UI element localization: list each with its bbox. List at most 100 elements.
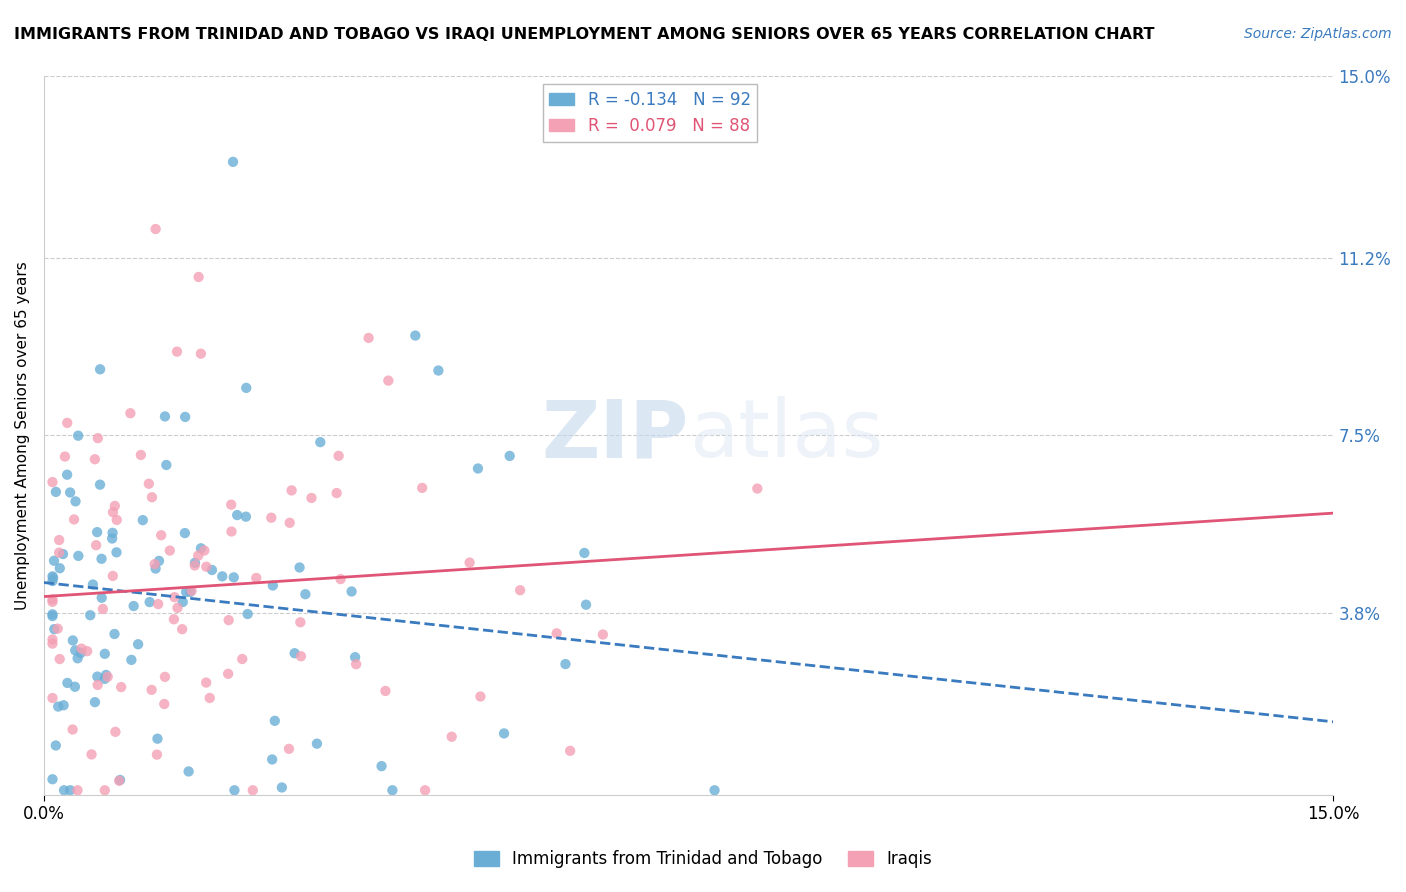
Point xyxy=(63,512,86,526)
Text: IMMIGRANTS FROM TRINIDAD AND TOBAGO VS IRAQI UNEMPLOYMENT AMONG SENIORS OVER 65 : IMMIGRANTS FROM TRINIDAD AND TOBAGO VS I… xyxy=(14,27,1154,42)
Point xyxy=(94,647,117,661)
Point xyxy=(177,764,200,779)
Point xyxy=(262,578,284,592)
Point xyxy=(222,570,245,584)
Point xyxy=(236,607,259,621)
Point xyxy=(294,587,316,601)
Point xyxy=(290,615,312,630)
Point xyxy=(747,482,769,496)
Point xyxy=(290,649,312,664)
Point xyxy=(344,657,367,672)
Point xyxy=(187,270,209,285)
Text: Source: ZipAtlas.com: Source: ZipAtlas.com xyxy=(1244,27,1392,41)
Point xyxy=(278,742,301,756)
Point xyxy=(56,467,79,482)
Point xyxy=(105,545,128,559)
Point xyxy=(187,549,209,563)
Point xyxy=(41,574,63,588)
Point xyxy=(173,526,195,541)
Point xyxy=(370,759,392,773)
Point xyxy=(146,731,169,746)
Point xyxy=(211,569,233,583)
Point xyxy=(217,666,239,681)
Point xyxy=(41,607,63,622)
Point xyxy=(97,670,120,684)
Point xyxy=(103,627,125,641)
Point xyxy=(59,485,82,500)
Point xyxy=(470,690,492,704)
Point xyxy=(195,559,218,574)
Point xyxy=(166,344,188,359)
Point xyxy=(46,622,69,636)
Point xyxy=(263,714,285,728)
Point xyxy=(44,622,66,636)
Point xyxy=(101,569,124,583)
Point xyxy=(280,483,302,498)
Point xyxy=(65,494,87,508)
Point xyxy=(411,481,433,495)
Point xyxy=(193,543,215,558)
Point xyxy=(80,747,103,762)
Point xyxy=(41,772,63,787)
Point xyxy=(141,682,163,697)
Point xyxy=(101,505,124,519)
Point xyxy=(79,608,101,623)
Point xyxy=(53,783,76,797)
Point xyxy=(288,560,311,574)
Point xyxy=(69,646,91,660)
Point xyxy=(560,744,582,758)
Point xyxy=(242,783,264,797)
Point xyxy=(84,538,107,552)
Point xyxy=(427,363,450,377)
Point xyxy=(179,585,201,599)
Point xyxy=(221,524,243,539)
Point xyxy=(357,331,380,345)
Point xyxy=(62,633,84,648)
Point xyxy=(172,595,194,609)
Point xyxy=(108,772,131,787)
Point xyxy=(245,571,267,585)
Legend: R = -0.134   N = 92, R =  0.079   N = 88: R = -0.134 N = 92, R = 0.079 N = 88 xyxy=(543,84,758,142)
Point xyxy=(231,652,253,666)
Point xyxy=(42,554,65,568)
Point xyxy=(110,680,132,694)
Point xyxy=(226,508,249,522)
Point xyxy=(141,490,163,504)
Point xyxy=(129,448,152,462)
Point xyxy=(90,551,112,566)
Point xyxy=(41,595,63,609)
Point xyxy=(46,699,69,714)
Point xyxy=(163,590,186,604)
Point xyxy=(413,783,436,797)
Point xyxy=(172,622,194,636)
Point xyxy=(166,600,188,615)
Point xyxy=(198,690,221,705)
Legend: Immigrants from Trinidad and Tobago, Iraqis: Immigrants from Trinidad and Tobago, Ira… xyxy=(467,844,939,875)
Point xyxy=(222,154,245,169)
Point xyxy=(201,563,224,577)
Point xyxy=(120,406,142,420)
Point xyxy=(190,346,212,360)
Point xyxy=(329,572,352,586)
Point xyxy=(59,783,82,797)
Point xyxy=(224,783,246,797)
Point xyxy=(65,643,87,657)
Point xyxy=(76,644,98,658)
Point xyxy=(325,486,347,500)
Point xyxy=(42,571,65,585)
Point xyxy=(235,509,257,524)
Point xyxy=(62,723,84,737)
Point xyxy=(56,416,79,430)
Point xyxy=(153,670,176,684)
Point xyxy=(381,783,404,797)
Point xyxy=(48,652,70,666)
Point xyxy=(270,780,292,795)
Point xyxy=(94,668,117,682)
Point xyxy=(56,676,79,690)
Point xyxy=(174,409,197,424)
Point xyxy=(703,783,725,797)
Point xyxy=(374,684,396,698)
Point xyxy=(122,599,145,613)
Point xyxy=(41,609,63,624)
Point xyxy=(41,475,63,489)
